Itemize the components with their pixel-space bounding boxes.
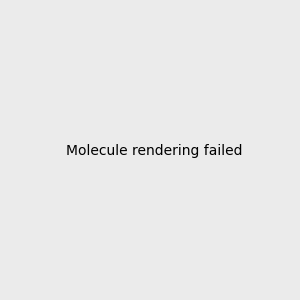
Text: Molecule rendering failed: Molecule rendering failed <box>65 145 242 158</box>
